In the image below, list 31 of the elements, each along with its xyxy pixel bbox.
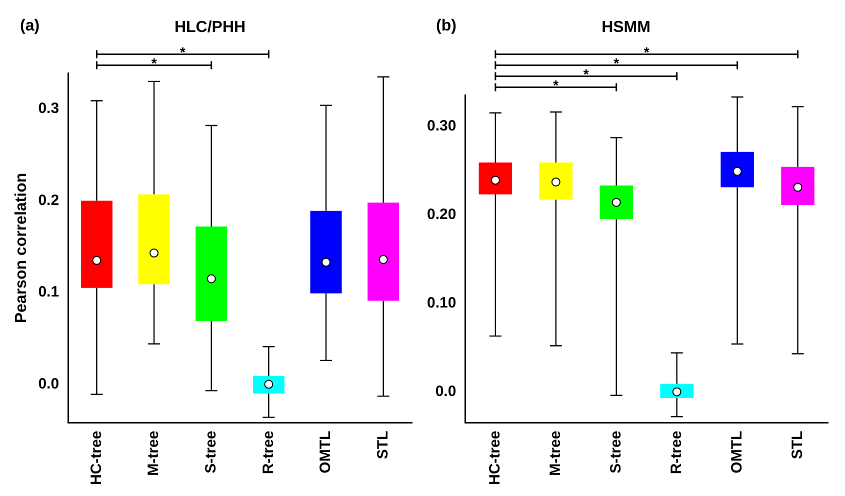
x-tick-label: OMTL: [317, 430, 334, 474]
x-tick-label: OMTL: [728, 430, 746, 474]
text: (a): [20, 17, 40, 34]
x-tick-label: M-tree: [145, 430, 162, 476]
x-tick-label: M-tree: [547, 430, 564, 476]
text: (b): [436, 17, 456, 34]
y-tick-label: 0.0: [435, 382, 456, 400]
text: *: [583, 66, 590, 82]
chart-title: HLC/PHH: [174, 19, 246, 36]
x-tick-label: STL: [788, 430, 806, 460]
text: *: [644, 44, 650, 60]
text: *: [553, 77, 560, 94]
y-tick-label: 0.2: [38, 192, 60, 209]
y-tick-label: 0.1: [38, 284, 60, 301]
x-tick-label: R-tree: [668, 430, 685, 474]
x-tick-label: HC-tree: [486, 430, 504, 486]
text: *: [151, 55, 158, 72]
y-tick-label: 0.30: [426, 117, 456, 134]
x-tick-label: R-tree: [260, 430, 277, 474]
y-axis-title: Pearson correlation: [13, 172, 30, 324]
text: *: [180, 44, 186, 60]
x-tick-label: HC-tree: [88, 430, 105, 486]
x-tick-label: S-tree: [202, 430, 220, 474]
y-tick-label: 0.10: [426, 294, 456, 312]
chart-title: HSMM: [602, 19, 650, 36]
text: *: [614, 55, 620, 72]
y-tick-label: 0.20: [426, 206, 456, 223]
x-tick-label: STL: [374, 430, 392, 460]
y-tick-label: 0.3: [38, 100, 60, 118]
y-tick-label: 0.0: [38, 375, 60, 392]
x-tick-label: S-tree: [608, 430, 625, 474]
